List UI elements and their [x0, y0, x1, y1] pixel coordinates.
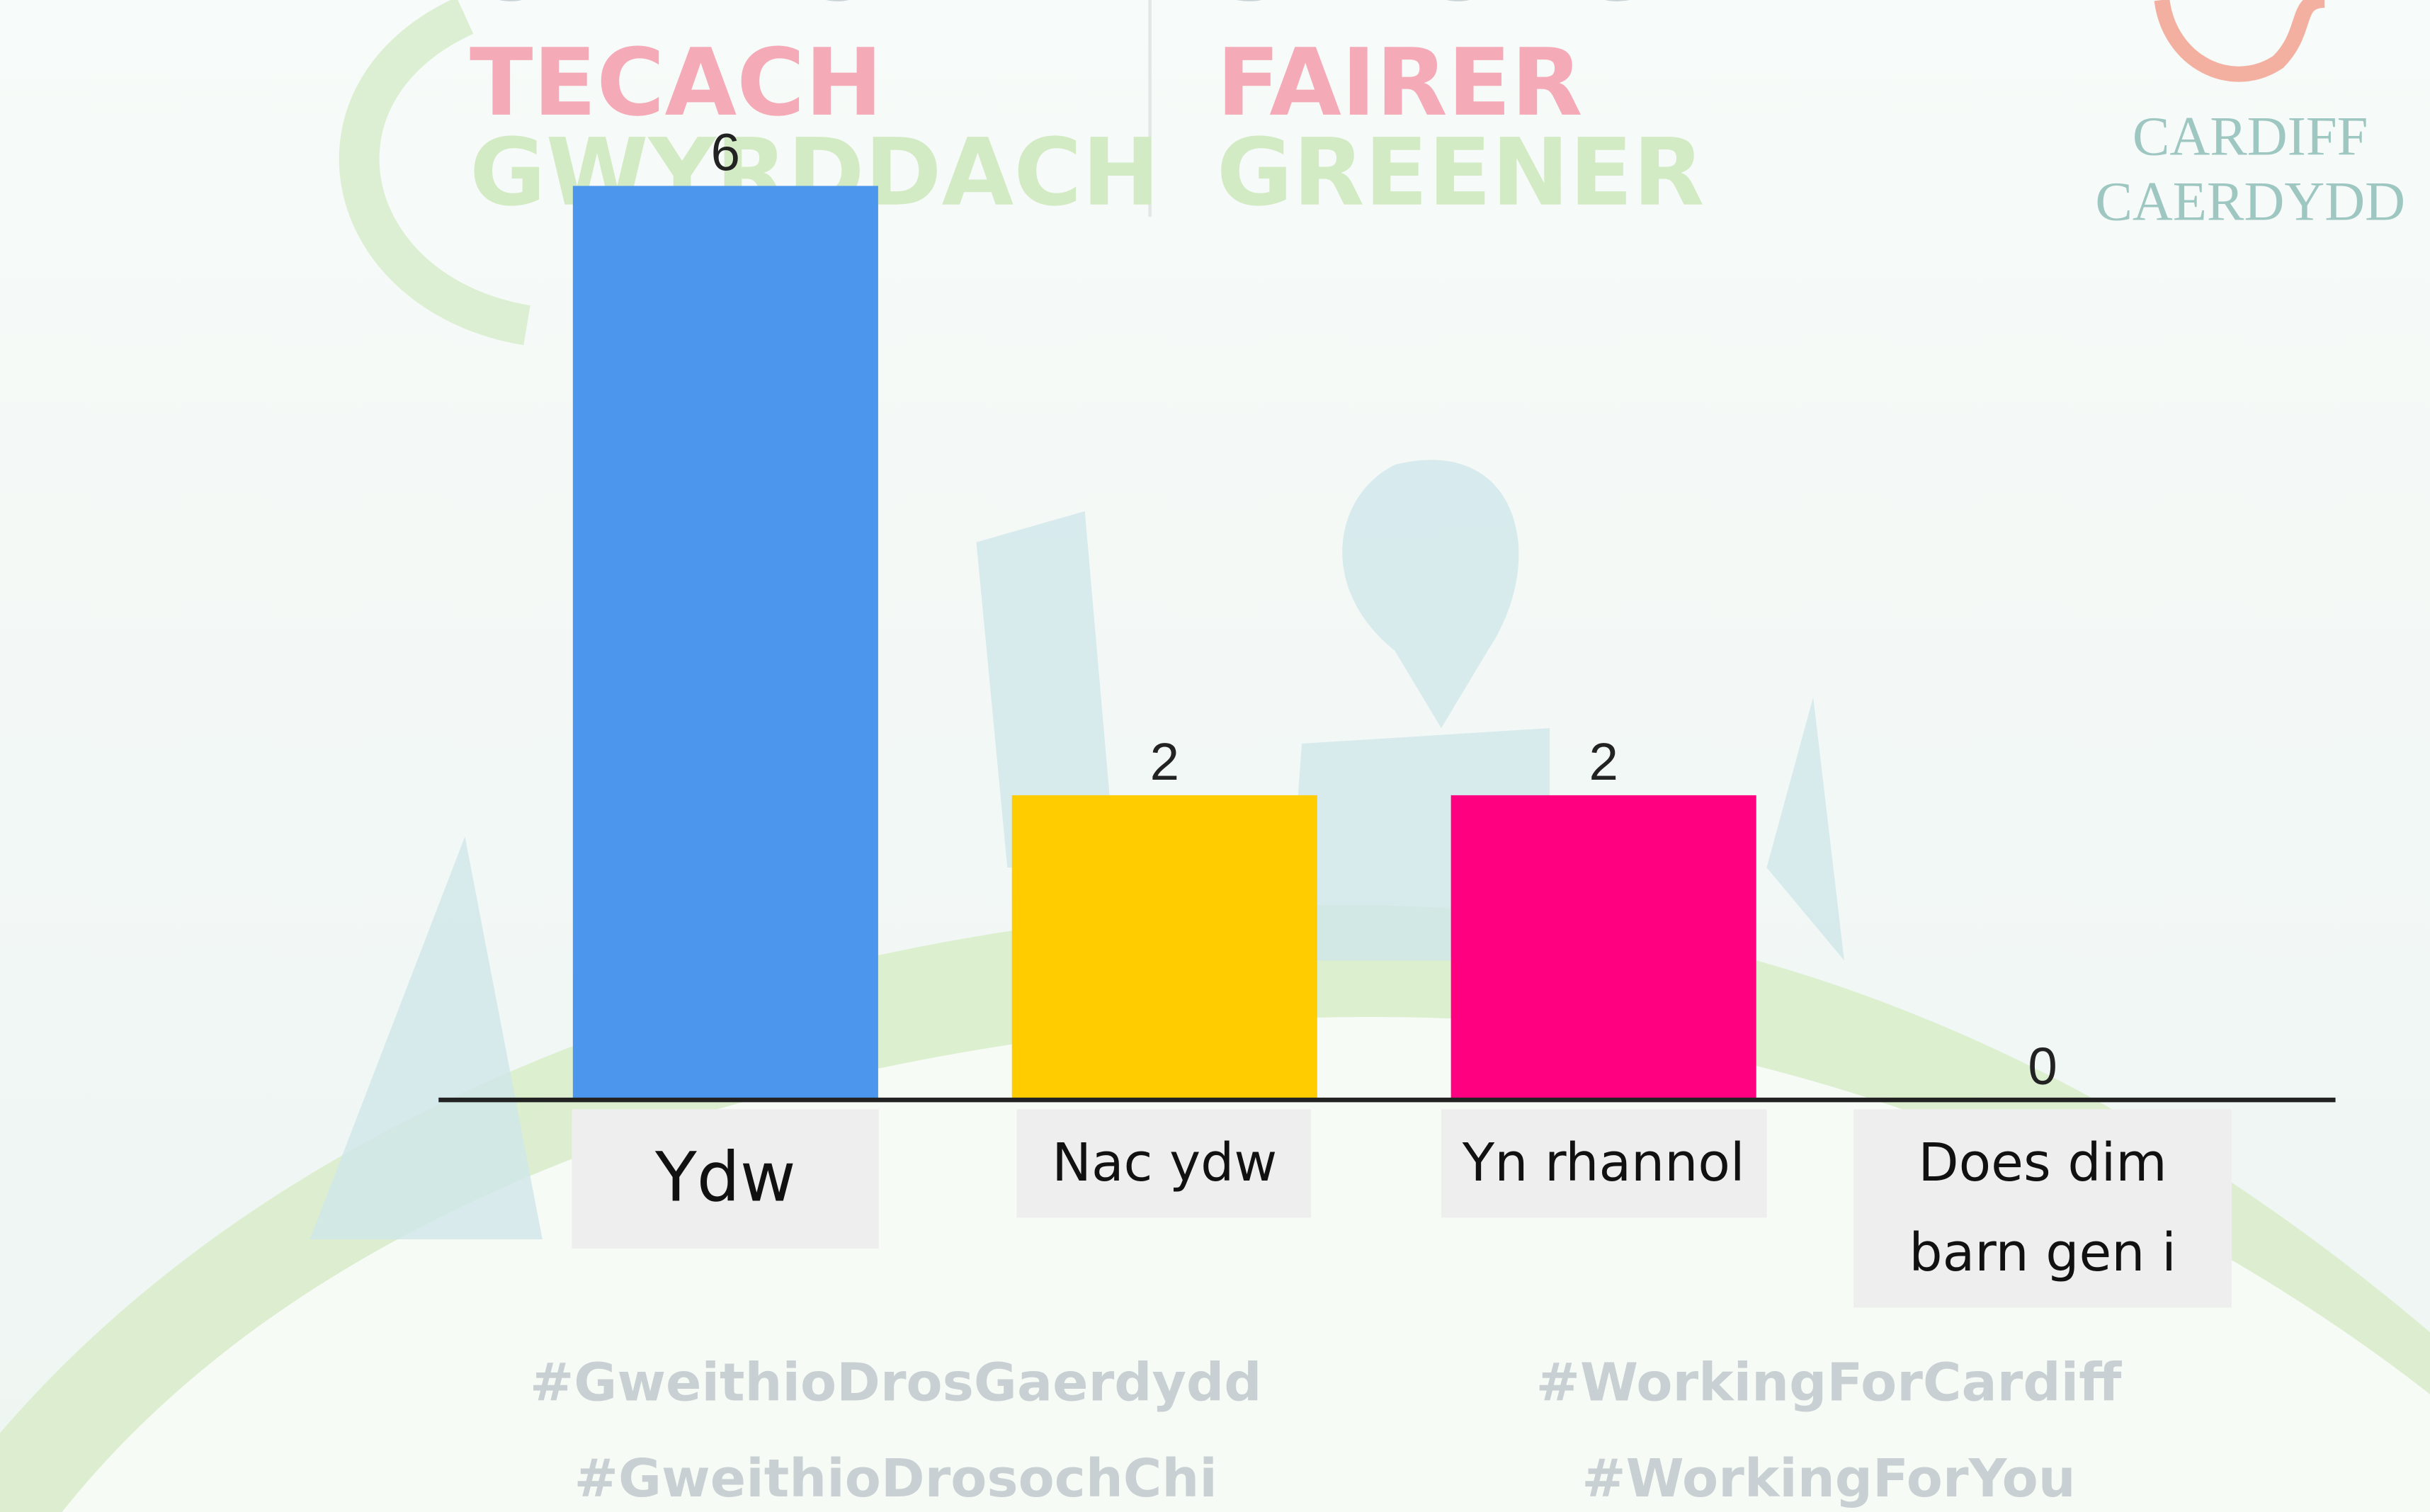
value-label: 2	[1589, 732, 1618, 791]
brand-text: FAIRER	[1217, 28, 1583, 137]
value-label: 0	[2028, 1037, 2057, 1096]
hashtag: #WorkingForCardiff	[1536, 1352, 2122, 1414]
hashtag: #WorkingForYou	[1582, 1448, 2075, 1509]
logo-dragon	[2154, 0, 2326, 82]
bar	[1450, 795, 1756, 1101]
category-label: Nac ydw	[1017, 1109, 1312, 1218]
brand-text: STRONGER	[1217, 0, 1787, 22]
brand-text: GREENER	[1217, 118, 1705, 227]
hashtag: #GweithioDrosGaerdydd	[530, 1352, 1262, 1414]
hashtag: #GweithioDrosochChi	[574, 1448, 1217, 1509]
category-label: Yn rhannol	[1441, 1109, 1766, 1218]
value-label: 6	[711, 123, 740, 182]
logo-text: CAERDYDD	[2095, 171, 2405, 233]
brand-text: TECACH	[470, 28, 882, 137]
category-label: Ydw	[572, 1109, 879, 1249]
value-label: 2	[1150, 732, 1179, 791]
bar	[572, 186, 878, 1101]
swoosh	[339, 0, 530, 346]
bar	[1011, 795, 1317, 1101]
category-label: Does dim barn gen i	[1853, 1109, 2232, 1308]
brand-text: CRYFACH	[470, 0, 943, 22]
logo-text: CARDIFF	[2133, 106, 2368, 168]
